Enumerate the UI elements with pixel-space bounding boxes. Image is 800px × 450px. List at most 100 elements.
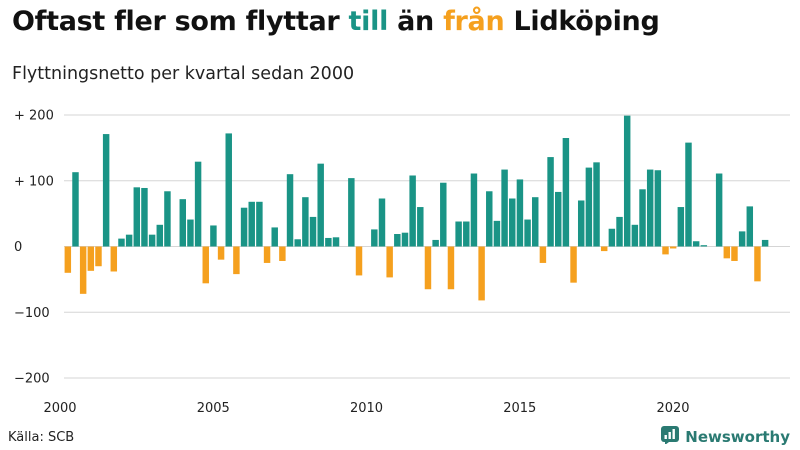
bar bbox=[509, 198, 516, 247]
bar bbox=[133, 187, 141, 247]
bar bbox=[470, 173, 478, 247]
bar bbox=[754, 246, 761, 282]
bar bbox=[210, 225, 217, 247]
bar bbox=[348, 178, 355, 247]
bar bbox=[608, 228, 616, 247]
bar bbox=[486, 191, 493, 247]
bar bbox=[409, 175, 416, 247]
bar bbox=[386, 246, 393, 278]
title-part-0: Oftast fler som flyttar bbox=[12, 6, 349, 37]
bar bbox=[401, 232, 409, 247]
y-tick-label: 0 bbox=[14, 240, 22, 255]
bar bbox=[738, 231, 746, 247]
bar bbox=[577, 200, 585, 247]
bar bbox=[194, 161, 202, 247]
bar bbox=[332, 237, 340, 247]
bar bbox=[110, 246, 118, 272]
bar bbox=[501, 169, 508, 247]
bar bbox=[761, 239, 769, 247]
bar bbox=[202, 246, 209, 284]
bar bbox=[746, 206, 754, 247]
bar bbox=[87, 246, 95, 271]
bar bbox=[187, 219, 194, 247]
bar bbox=[240, 207, 248, 247]
bar bbox=[317, 163, 324, 247]
bar bbox=[156, 224, 164, 247]
bar bbox=[555, 191, 562, 247]
bar bbox=[478, 246, 485, 301]
bar bbox=[593, 162, 600, 247]
bar bbox=[325, 237, 332, 247]
bar bbox=[570, 246, 577, 283]
bar bbox=[532, 197, 539, 247]
y-tick-label: + 200 bbox=[14, 109, 54, 124]
x-tick-label: 2000 bbox=[43, 401, 76, 416]
chart-title: Oftast fler som flyttar till än från Lid… bbox=[12, 6, 660, 37]
x-tick-label: 2020 bbox=[656, 401, 689, 416]
bar bbox=[309, 216, 317, 247]
bar bbox=[639, 189, 646, 247]
brand-name: Newsworthy bbox=[685, 428, 790, 446]
title-part-2: än bbox=[388, 6, 444, 37]
x-axis-ticks: 2000 2005 2010 2015 2020 bbox=[43, 401, 689, 416]
bar bbox=[700, 245, 708, 247]
bar bbox=[225, 133, 232, 247]
bar bbox=[125, 234, 133, 247]
bar bbox=[440, 182, 447, 247]
y-tick-label: −100 bbox=[14, 306, 50, 321]
bar bbox=[432, 239, 439, 247]
newsworthy-logo-icon bbox=[661, 426, 680, 448]
bar bbox=[424, 246, 432, 290]
source-note: Källa: SCB bbox=[8, 430, 75, 445]
bar bbox=[654, 170, 662, 247]
bar bbox=[141, 187, 148, 247]
bar bbox=[118, 238, 125, 247]
bar bbox=[539, 246, 547, 263]
bar bbox=[378, 198, 386, 247]
bar bbox=[279, 246, 286, 261]
bar bbox=[600, 246, 608, 252]
bar bbox=[455, 221, 462, 247]
bar bbox=[102, 134, 110, 247]
x-tick-label: 2010 bbox=[350, 401, 383, 416]
y-tick-label: −200 bbox=[14, 372, 50, 387]
bar bbox=[355, 246, 363, 276]
bar bbox=[248, 201, 255, 247]
bar bbox=[677, 207, 685, 247]
bar bbox=[547, 157, 554, 247]
bar bbox=[493, 220, 501, 247]
bar bbox=[148, 234, 156, 247]
bar bbox=[256, 201, 263, 247]
bar bbox=[631, 224, 639, 247]
bar bbox=[623, 115, 631, 247]
bar bbox=[417, 207, 424, 247]
bar bbox=[524, 219, 531, 247]
bar bbox=[731, 246, 738, 261]
bar bbox=[646, 169, 654, 247]
bar bbox=[79, 246, 87, 294]
chart-subtitle: Flyttningsnetto per kvartal sedan 2000 bbox=[12, 64, 355, 84]
bar bbox=[685, 142, 692, 247]
bar bbox=[394, 234, 401, 247]
bar bbox=[371, 229, 378, 247]
y-tick-label: + 100 bbox=[14, 174, 54, 189]
bar bbox=[294, 239, 301, 247]
x-tick-label: 2005 bbox=[197, 401, 230, 416]
bar bbox=[616, 216, 623, 247]
bar bbox=[271, 227, 278, 247]
bar bbox=[64, 246, 72, 273]
bar bbox=[164, 191, 171, 247]
bar bbox=[233, 246, 240, 275]
bar bbox=[723, 246, 731, 259]
bar bbox=[95, 246, 102, 267]
bar bbox=[72, 172, 79, 247]
y-axis-ticks: + 200 + 100 0 −100 −200 bbox=[14, 109, 54, 387]
title-part-3: från bbox=[443, 6, 505, 37]
bar bbox=[715, 173, 723, 247]
bar bbox=[585, 167, 593, 247]
bar bbox=[286, 174, 294, 247]
bar bbox=[302, 197, 309, 247]
bar bbox=[516, 179, 524, 247]
bar bbox=[217, 246, 225, 260]
